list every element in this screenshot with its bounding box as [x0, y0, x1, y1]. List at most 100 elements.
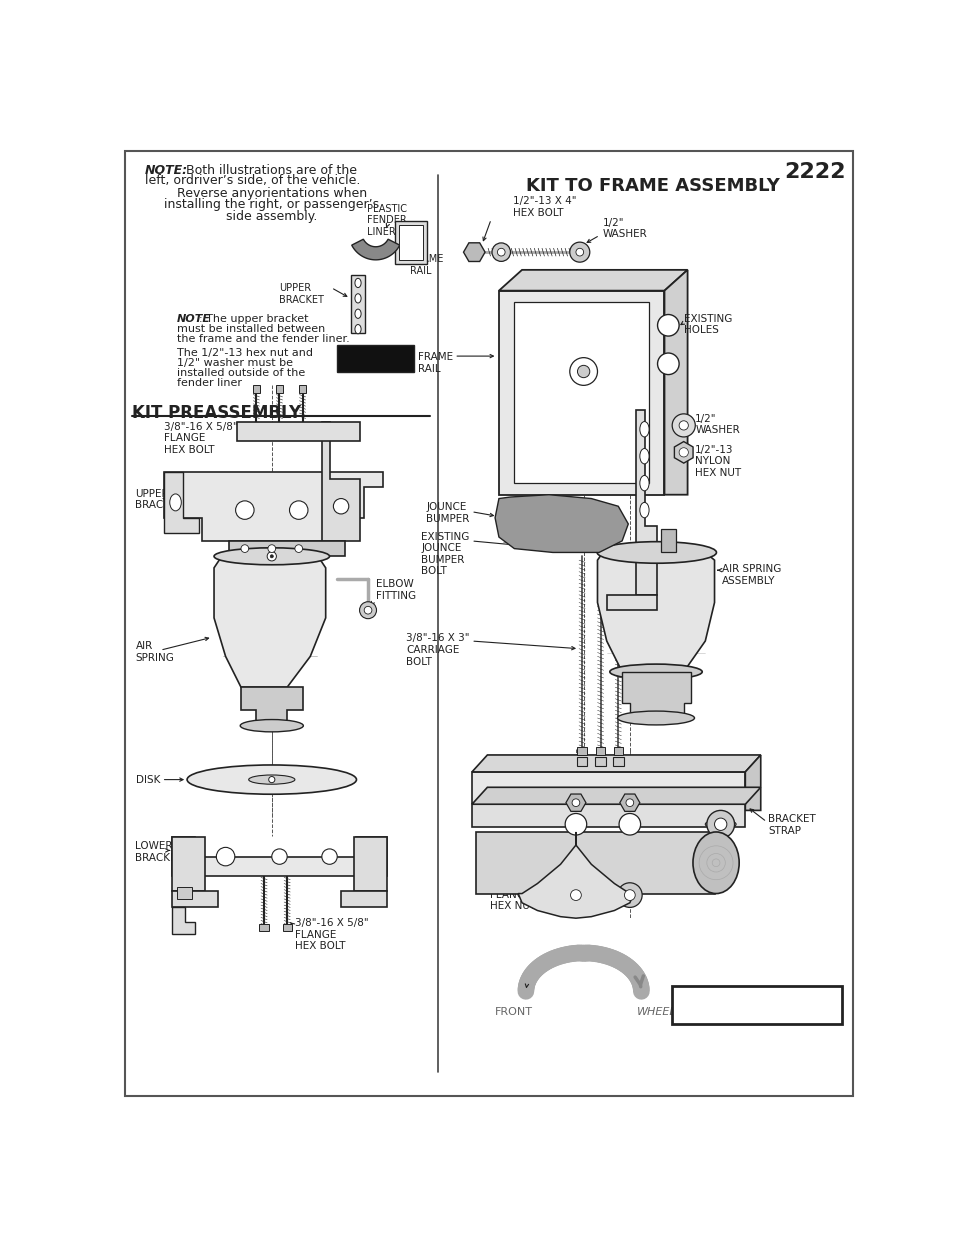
Text: Both illustrations are of the: Both illustrations are of the [181, 163, 356, 177]
Bar [514, 303, 648, 483]
Circle shape [235, 501, 253, 520]
Text: FRONT: FRONT [495, 1007, 533, 1016]
Circle shape [241, 545, 249, 552]
Polygon shape [744, 755, 760, 810]
Polygon shape [164, 472, 383, 541]
Text: AIR
SPRING: AIR SPRING [135, 641, 174, 663]
Bar [612, 757, 623, 766]
Text: AIR SPRING
ASSEMBLY: AIR SPRING ASSEMBLY [721, 564, 781, 585]
Circle shape [268, 545, 275, 552]
Circle shape [267, 552, 276, 561]
Text: 1/2"-13 X 4"
HEX BOLT: 1/2"-13 X 4" HEX BOLT [513, 196, 577, 217]
Circle shape [564, 814, 586, 835]
Circle shape [672, 414, 695, 437]
Text: FRAME
RAIL: FRAME RAIL [410, 254, 443, 277]
Circle shape [657, 353, 679, 374]
Polygon shape [498, 270, 687, 290]
Polygon shape [565, 794, 585, 811]
Polygon shape [517, 832, 633, 918]
Ellipse shape [249, 776, 294, 784]
Ellipse shape [240, 720, 303, 732]
Text: 3/8" -16
FLANGED
HEX NUT: 3/8" -16 FLANGED HEX NUT [489, 878, 538, 911]
Bar [577, 747, 586, 755]
Text: WHEEL: WHEEL [637, 1007, 676, 1016]
Text: 1/2"-13
NYLON
HEX NUT: 1/2"-13 NYLON HEX NUT [695, 445, 740, 478]
Circle shape [289, 501, 308, 520]
Bar [398, 225, 423, 259]
Text: LOWER
BRACKET: LOWER BRACKET [135, 841, 183, 863]
Text: UPPER
BRACKET: UPPER BRACKET [279, 283, 324, 305]
Polygon shape [606, 595, 656, 610]
Circle shape [624, 889, 635, 900]
Circle shape [570, 889, 580, 900]
Ellipse shape [170, 494, 181, 511]
Ellipse shape [597, 542, 716, 563]
Polygon shape [321, 421, 360, 541]
Bar [498, 290, 664, 495]
Circle shape [618, 814, 640, 835]
Text: installed outside of the: installed outside of the [177, 368, 305, 378]
Circle shape [333, 499, 349, 514]
Ellipse shape [355, 309, 361, 319]
Text: FIGURE "A": FIGURE "A" [708, 992, 804, 1007]
Circle shape [269, 777, 274, 783]
Ellipse shape [639, 503, 648, 517]
Ellipse shape [213, 548, 329, 564]
Bar [659, 530, 676, 552]
Text: the frame and the fender liner.: the frame and the fender liner. [177, 333, 350, 343]
Text: 1/2"
WASHER: 1/2" WASHER [602, 217, 647, 240]
Circle shape [625, 799, 633, 806]
Text: BRACKET
STRAP: BRACKET STRAP [767, 814, 816, 836]
Ellipse shape [355, 294, 361, 303]
Ellipse shape [609, 664, 701, 679]
Circle shape [359, 601, 376, 619]
Polygon shape [472, 772, 744, 778]
Text: fender liner: fender liner [177, 378, 242, 389]
Polygon shape [472, 787, 760, 804]
Text: KIT TO FRAME ASSEMBLY: KIT TO FRAME ASSEMBLY [525, 178, 779, 195]
Polygon shape [495, 495, 628, 552]
Polygon shape [229, 541, 345, 556]
Text: NOTE:: NOTE: [145, 163, 188, 177]
Text: EXISTING
JOUNCE
BUMPER
BOLT: EXISTING JOUNCE BUMPER BOLT [421, 531, 469, 577]
Circle shape [714, 818, 726, 830]
Polygon shape [164, 472, 198, 534]
Bar [177, 888, 193, 899]
Circle shape [706, 810, 734, 839]
Text: 3/8"-16 X 5/8"
FLANGE
HEX BOLT: 3/8"-16 X 5/8" FLANGE HEX BOLT [294, 918, 368, 951]
Polygon shape [213, 556, 325, 687]
Text: JOUNCE
BUMPER: JOUNCE BUMPER [426, 503, 469, 524]
Polygon shape [172, 892, 217, 906]
Text: NOTE: NOTE [177, 314, 211, 324]
Text: 1/2" washer must be: 1/2" washer must be [177, 358, 293, 368]
Text: KIT PREASSEMBLY: KIT PREASSEMBLY [132, 404, 301, 422]
Bar [259, 924, 269, 931]
Text: 3/8"-16 X 5/8"
FLANGE
HEX BOLT: 3/8"-16 X 5/8" FLANGE HEX BOLT [164, 421, 237, 454]
Text: UPPER
BRACKET: UPPER BRACKET [135, 489, 183, 510]
Circle shape [569, 242, 589, 262]
Polygon shape [354, 837, 387, 892]
Polygon shape [674, 442, 692, 463]
Circle shape [364, 606, 372, 614]
Polygon shape [237, 421, 360, 441]
Text: FRAME
RAIL: FRAME RAIL [417, 352, 453, 374]
Circle shape [497, 248, 504, 256]
Bar [282, 924, 292, 931]
Polygon shape [172, 837, 205, 892]
Text: PLASTIC
FENDER
LINER: PLASTIC FENDER LINER [367, 204, 407, 237]
Bar [472, 772, 744, 803]
Ellipse shape [187, 764, 356, 794]
Polygon shape [341, 892, 387, 906]
Text: DISK: DISK [135, 774, 160, 784]
Polygon shape [619, 794, 639, 811]
Polygon shape [472, 755, 760, 772]
Bar [476, 832, 714, 894]
Polygon shape [664, 270, 687, 495]
Polygon shape [172, 837, 387, 876]
Circle shape [617, 883, 641, 908]
Circle shape [679, 421, 688, 430]
Circle shape [321, 848, 336, 864]
Text: 1/2"
WASHER: 1/2" WASHER [695, 414, 740, 436]
Bar [613, 747, 622, 755]
Ellipse shape [355, 278, 361, 288]
